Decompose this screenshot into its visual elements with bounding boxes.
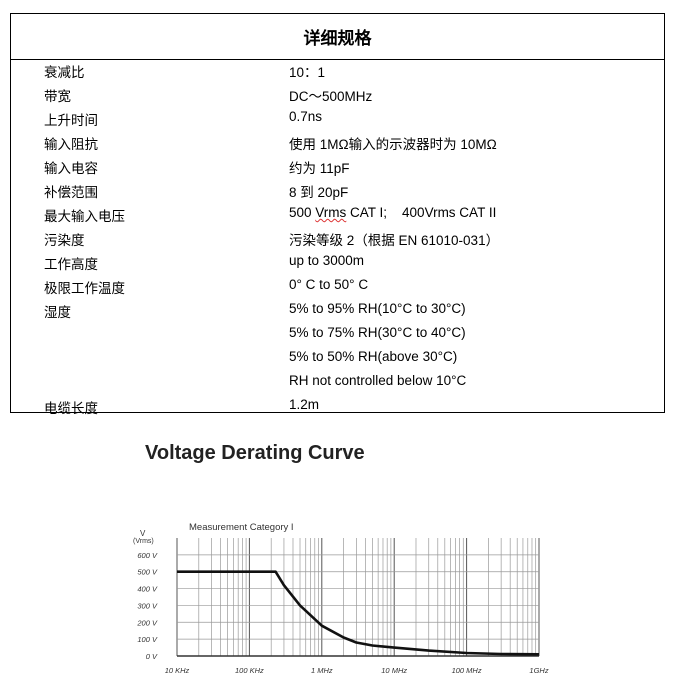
x-tick-label: 10 KHz (165, 666, 190, 675)
spec-row: RH not controlled below 10°C (11, 370, 664, 394)
spec-value: 8 到 20pF (289, 185, 349, 200)
y-tick-label: 400 V (137, 585, 158, 594)
spec-row: 衰减比 10：1 (11, 58, 664, 82)
spec-key: 工作高度 (44, 257, 98, 272)
spec-row: 污染度 污染等级 2（根据 EN 61010-031） (11, 226, 664, 250)
y-tick-label: 500 V (137, 568, 158, 577)
spec-key: 湿度 (44, 305, 71, 320)
spec-value: 约为 11pF (289, 161, 350, 176)
x-tick-label: 1GHz (529, 666, 548, 675)
voltage-derating-chart: 0 V 100 V 200 V 300 V 400 V 500 V 600 V 10 KHz 1… (133, 522, 549, 675)
spec-value: 0.7ns (289, 109, 323, 124)
spec-key: 带宽 (44, 89, 71, 104)
x-tick-label: 1 MHz (311, 666, 333, 675)
x-tick-label: 100 MHz (452, 666, 482, 675)
spec-row: 最大输入电压 500 Vrms CAT I; 400Vrms CAT II (11, 202, 664, 226)
y-tick-label: 100 V (137, 635, 158, 644)
chart-title: Voltage Derating Curve (145, 442, 365, 464)
spec-row: 上升时间 0.7ns (11, 106, 664, 130)
spec-key: 电缆长度 (44, 401, 98, 416)
spec-value: 污染等级 2（根据 EN 61010-031） (289, 233, 500, 248)
spec-key: 极限工作温度 (44, 281, 125, 296)
spec-value: DC～500MHz (289, 89, 373, 104)
spec-value-part: Vrms (315, 205, 347, 220)
spec-value: 10：1 (289, 65, 326, 80)
y-axis-label: V (140, 529, 146, 538)
spec-key: 上升时间 (44, 113, 98, 128)
spec-row: 输入阻抗 使用 1MΩ输入的示波器时为 10MΩ (11, 130, 664, 154)
spec-key: 衰减比 (44, 65, 85, 80)
spec-value: 使用 1MΩ输入的示波器时为 10MΩ (289, 137, 497, 152)
y-tick-label: 600 V (137, 551, 158, 560)
spec-key: 补偿范围 (44, 185, 98, 200)
spec-value: 5% to 75% RH(30°C to 40°C) (289, 325, 466, 340)
spec-value: up to 3000m (289, 253, 365, 268)
spec-value: 0° C to 50° C (289, 277, 369, 292)
spec-key: 污染度 (44, 233, 85, 248)
spec-value-part: CAT I; 400Vrms CAT II (346, 205, 497, 220)
x-tick-label: 100 KHz (235, 666, 264, 675)
spec-value-part: 500 (289, 205, 316, 220)
y-tick-label: 0 V (146, 652, 158, 661)
spec-table: 详细规格 衰减比 10：1 带宽 DC～500MHz 上升时间 0.7ns 输入阻抗 使用 1… (10, 13, 665, 416)
spec-value: 5% to 95% RH(10°C to 30°C) (289, 301, 466, 316)
y-tick-label: 300 V (137, 601, 158, 610)
spec-table-title: 详细规格 (11, 14, 664, 60)
spec-value: RH not controlled below 10°C (289, 373, 467, 388)
spec-key: 输入电容 (44, 161, 98, 176)
spec-row: 5% to 50% RH(above 30°C) (11, 346, 664, 370)
spec-row: 5% to 75% RH(30°C to 40°C) (11, 322, 664, 346)
spec-value: 5% to 50% RH(above 30°C) (289, 349, 458, 364)
spec-row: 电缆长度 1.2m (11, 394, 664, 418)
spec-value: 1.2m (289, 397, 320, 412)
spec-row: 工作高度 up to 3000m (11, 250, 664, 274)
spec-row: 湿度 5% to 95% RH(10°C to 30°C) (11, 298, 664, 322)
spec-value: 500 Vrms CAT I; 400Vrms CAT II (289, 205, 496, 220)
spec-row: 极限工作温度 0° C to 50° C (11, 274, 664, 298)
y-axis-unit-label: (Vrms) (133, 538, 154, 545)
spec-key: 最大输入电压 (44, 209, 125, 224)
x-tick-label: 10 MHz (381, 666, 407, 675)
spec-key: 输入阻抗 (44, 137, 98, 152)
y-tick-label: 200 V (136, 618, 158, 627)
spec-row: 输入电容 约为 11pF (11, 154, 664, 178)
derating-curve (177, 570, 540, 656)
spec-row: 补偿范围 8 到 20pF (11, 178, 664, 202)
chart-subtitle: Measurement Category I (189, 522, 294, 533)
spec-row: 带宽 DC～500MHz (11, 82, 664, 106)
